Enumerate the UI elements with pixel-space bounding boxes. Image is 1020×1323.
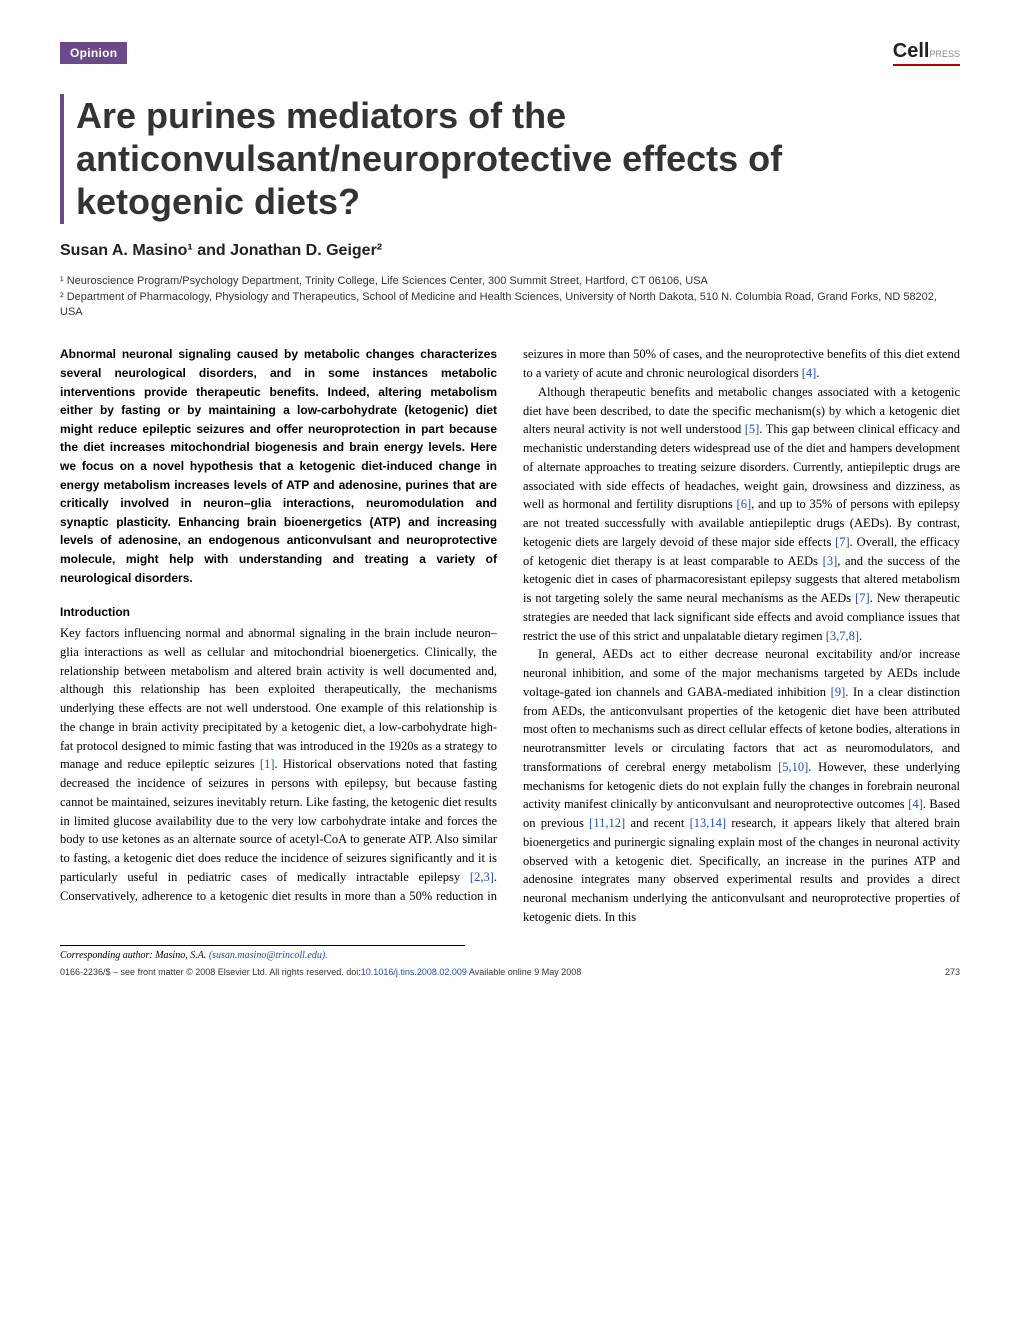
intro-para-2: Although therapeutic benefits and metabo… xyxy=(523,383,960,646)
corresponding-author: Corresponding author: Masino, S.A. (susa… xyxy=(60,945,465,961)
authors-line: Susan A. Masino¹ and Jonathan D. Geiger² xyxy=(60,242,960,260)
header-bar: Opinion CellPRESS xyxy=(60,40,960,66)
page-number: 273 xyxy=(945,967,960,977)
doi-link[interactable]: 10.1016/j.tins.2008.02.009 xyxy=(361,967,467,977)
logo-main: Cell xyxy=(893,40,930,62)
affiliations-block: ¹ Neuroscience Program/Psychology Depart… xyxy=(60,274,960,322)
footer-copyright: 0166-2236/$ – see front matter © 2008 El… xyxy=(60,967,361,977)
corresponding-email[interactable]: (susan.masino@trincoll.edu). xyxy=(209,950,328,961)
body-columns: Abnormal neuronal signaling caused by me… xyxy=(60,345,960,926)
intro-heading: Introduction xyxy=(60,603,497,621)
footer-available: Available online 9 May 2008 xyxy=(467,967,581,977)
affiliation-2: ² Department of Pharmacology, Physiology… xyxy=(60,290,960,322)
footer-left: 0166-2236/$ – see front matter © 2008 El… xyxy=(60,967,581,977)
affiliation-1: ¹ Neuroscience Program/Psychology Depart… xyxy=(60,274,960,290)
article-type-tag: Opinion xyxy=(60,42,127,64)
publisher-logo: CellPRESS xyxy=(893,40,960,66)
article-title: Are purines mediators of the anticonvuls… xyxy=(60,94,960,224)
page-root: Opinion CellPRESS Are purines mediators … xyxy=(0,0,1020,1007)
footer-bar: 0166-2236/$ – see front matter © 2008 El… xyxy=(60,967,960,977)
logo-sub: PRESS xyxy=(929,49,960,59)
corresponding-label: Corresponding author: xyxy=(60,950,153,961)
corresponding-name: Masino, S.A. xyxy=(155,950,206,961)
abstract: Abnormal neuronal signaling caused by me… xyxy=(60,345,497,587)
intro-para-3: In general, AEDs act to either decrease … xyxy=(523,645,960,926)
